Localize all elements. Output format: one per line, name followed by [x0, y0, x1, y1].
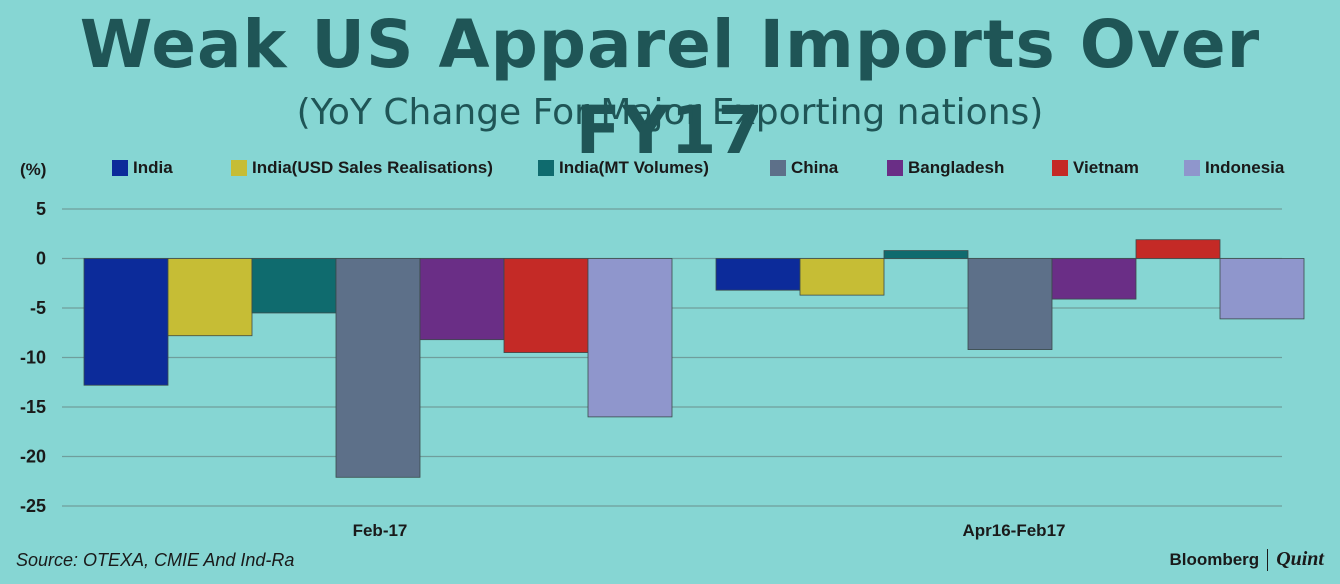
legend-label: Bangladesh [908, 158, 1005, 177]
legend-swatch [538, 160, 554, 176]
y-axis-unit: (%) [20, 160, 47, 179]
bar-china-0 [335, 258, 421, 478]
bar-china-1 [967, 258, 1053, 350]
y-tick-label: -20 [20, 447, 46, 467]
bar-india-mt-volumes--0 [251, 258, 337, 314]
y-tick-label: -5 [30, 298, 46, 318]
bar-bangladesh-0 [419, 258, 505, 341]
legend-swatch [887, 160, 903, 176]
legend-item-indonesia: Indonesia [1184, 158, 1284, 178]
bar-india-1 [715, 258, 801, 291]
bar-indonesia-1 [1219, 258, 1305, 320]
y-tick-label: 0 [36, 249, 46, 269]
bar-india-mt-volumes--1 [883, 250, 969, 259]
legend-item-vietnam: Vietnam [1052, 158, 1139, 178]
bar-bangladesh-1 [1051, 258, 1137, 300]
legend-item-india-usd: India(USD Sales Realisations) [231, 158, 493, 178]
bar-vietnam-0 [503, 258, 589, 353]
y-tick-label: -10 [20, 348, 46, 368]
legend-swatch [1184, 160, 1200, 176]
x-category-label: Feb-17 [353, 521, 408, 540]
y-tick-label: -15 [20, 397, 46, 417]
legend-swatch [231, 160, 247, 176]
brand-suffix: Quint [1276, 548, 1324, 570]
bar-vietnam-1 [1135, 239, 1221, 259]
bar-indonesia-0 [587, 258, 673, 418]
chart-title: Weak US Apparel Imports Over FY17 [79, 6, 1261, 169]
legend-item-india: India [112, 158, 173, 178]
brand-logo: Bloomberg Quint [1169, 548, 1324, 571]
legend-label: India(MT Volumes) [559, 158, 709, 177]
legend-item-bangladesh: Bangladesh [887, 158, 1004, 178]
legend-item-india-mt: India(MT Volumes) [538, 158, 709, 178]
brand-name: Bloomberg [1169, 549, 1260, 569]
legend-label: India [133, 158, 173, 177]
bar-india-usd-sales-realisations--0 [167, 258, 253, 337]
chart-subtitle: (YoY Change For Major Exporting nations) [296, 92, 1044, 133]
brand-divider [1267, 548, 1269, 571]
legend-swatch [112, 160, 128, 176]
source-note: Source: OTEXA, CMIE And Ind-Ra [16, 550, 295, 570]
legend-label: China [791, 158, 839, 177]
legend-item-china: China [770, 158, 838, 178]
y-tick-label: 5 [36, 199, 46, 219]
legend-swatch [770, 160, 786, 176]
legend: India India(USD Sales Realisations) Indi… [0, 158, 1340, 180]
legend-label: India(USD Sales Realisations) [252, 158, 493, 177]
legend-swatch [1052, 160, 1068, 176]
legend-label: Vietnam [1073, 158, 1139, 177]
y-tick-label: -25 [20, 496, 46, 516]
x-category-label: Apr16-Feb17 [963, 521, 1066, 540]
bar-india-usd-sales-realisations--1 [799, 258, 885, 296]
bar-india-0 [83, 258, 169, 386]
legend-label: Indonesia [1205, 158, 1285, 177]
